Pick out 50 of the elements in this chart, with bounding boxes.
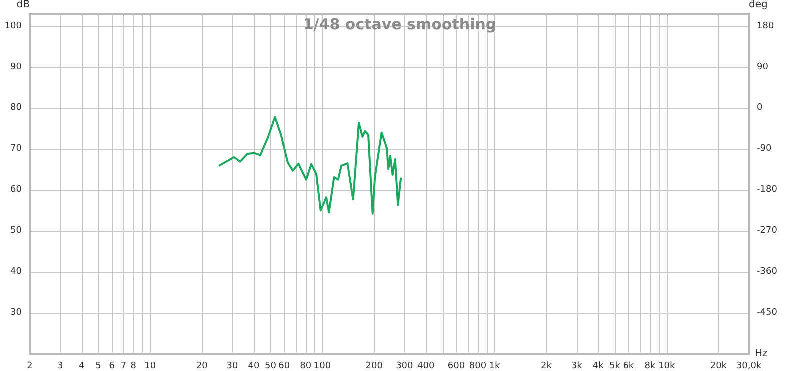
x-tick-label: 5 xyxy=(96,362,102,371)
y-tick-label: 70 xyxy=(10,144,22,154)
y-tick-label: 60 xyxy=(10,185,22,196)
x-tick-label: 6k xyxy=(623,362,635,371)
x-tick-label: 100 xyxy=(314,362,332,371)
y-tick-label: 50 xyxy=(10,226,22,236)
x-tick-label: 20k xyxy=(710,362,728,371)
x-tick-label: 30 xyxy=(226,362,238,371)
y-tick-label: 30 xyxy=(10,308,22,318)
x-tick-label: 30,0k xyxy=(736,362,762,371)
x-axis-title: Hz xyxy=(755,348,768,360)
x-tick-label: 8 xyxy=(130,362,137,371)
x-tick-label: 60 xyxy=(278,362,290,371)
y2-axis-title: deg xyxy=(749,0,768,10)
y2-tick-label: -450 xyxy=(757,308,778,318)
y-tick-label: 90 xyxy=(10,62,22,72)
x-tick-label: 2 xyxy=(27,362,33,371)
x-tick-label: 7 xyxy=(120,362,127,371)
y-tick-label: 100 xyxy=(4,21,22,32)
y2-tick-label: -270 xyxy=(757,226,778,236)
x-tick-label: 20 xyxy=(196,362,208,371)
x-tick-label: 10k xyxy=(658,362,676,371)
x-tick-label: 800 xyxy=(469,362,487,371)
x-tick-label: 80 xyxy=(300,362,312,371)
x-tick-label: 200 xyxy=(366,362,384,371)
x-tick-label: 3k xyxy=(571,362,584,371)
y2-tick-label: 0 xyxy=(757,103,763,114)
x-tick-label: 4k xyxy=(592,362,605,371)
y2-tick-label: -360 xyxy=(757,267,778,278)
x-tick-label: 6 xyxy=(109,362,116,371)
y-tick-label: 80 xyxy=(10,103,22,114)
x-tick-label: 50 xyxy=(264,362,277,371)
x-tick-label: 400 xyxy=(418,362,436,371)
x-tick-label: 5k xyxy=(610,362,622,371)
y2-tick-label: 90 xyxy=(757,62,769,72)
x-tick-label: 2k xyxy=(541,362,553,371)
x-tick-label: 40 xyxy=(248,362,260,371)
chart-title: 1/48 octave smoothing xyxy=(303,16,497,34)
y2-tick-label: 180 xyxy=(757,21,774,32)
y-tick-label: 40 xyxy=(10,267,22,278)
x-tick-label: 4 xyxy=(78,362,85,371)
x-tick-label: 600 xyxy=(448,362,466,371)
y2-tick-label: -90 xyxy=(757,144,772,154)
x-tick-label: 3 xyxy=(57,362,64,371)
x-tick-label: 8k xyxy=(644,362,656,371)
x-tick-label: 300 xyxy=(396,362,414,371)
x-tick-label: 10 xyxy=(144,362,156,371)
y2-tick-label: -180 xyxy=(757,185,778,196)
y-axis-title: dB xyxy=(16,0,30,10)
x-tick-label: 1k xyxy=(489,362,501,371)
